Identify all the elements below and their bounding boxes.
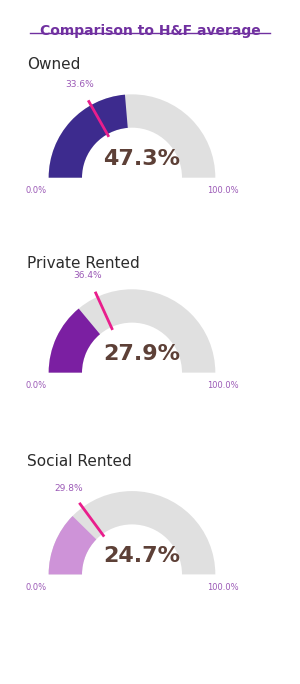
Text: 0.0%: 0.0% — [25, 186, 46, 195]
Text: 33.6%: 33.6% — [65, 81, 94, 90]
Wedge shape — [49, 516, 96, 575]
Wedge shape — [49, 289, 215, 373]
Text: 47.3%: 47.3% — [103, 149, 181, 170]
Wedge shape — [49, 94, 128, 178]
Text: Social Rented: Social Rented — [27, 454, 132, 469]
Wedge shape — [49, 94, 215, 178]
Text: 100.0%: 100.0% — [207, 583, 239, 592]
Text: 100.0%: 100.0% — [207, 186, 239, 195]
Text: 100.0%: 100.0% — [207, 381, 239, 390]
Wedge shape — [49, 308, 100, 373]
Wedge shape — [49, 491, 215, 575]
Text: 36.4%: 36.4% — [74, 271, 102, 280]
Text: 24.7%: 24.7% — [103, 546, 181, 566]
Text: 29.8%: 29.8% — [54, 484, 83, 493]
Text: 27.9%: 27.9% — [103, 344, 181, 365]
Text: Owned: Owned — [27, 57, 80, 73]
Text: Private Rented: Private Rented — [27, 256, 140, 271]
Text: Comparison to H&F average: Comparison to H&F average — [40, 24, 260, 38]
Text: 0.0%: 0.0% — [25, 583, 46, 592]
Text: 0.0%: 0.0% — [25, 381, 46, 390]
